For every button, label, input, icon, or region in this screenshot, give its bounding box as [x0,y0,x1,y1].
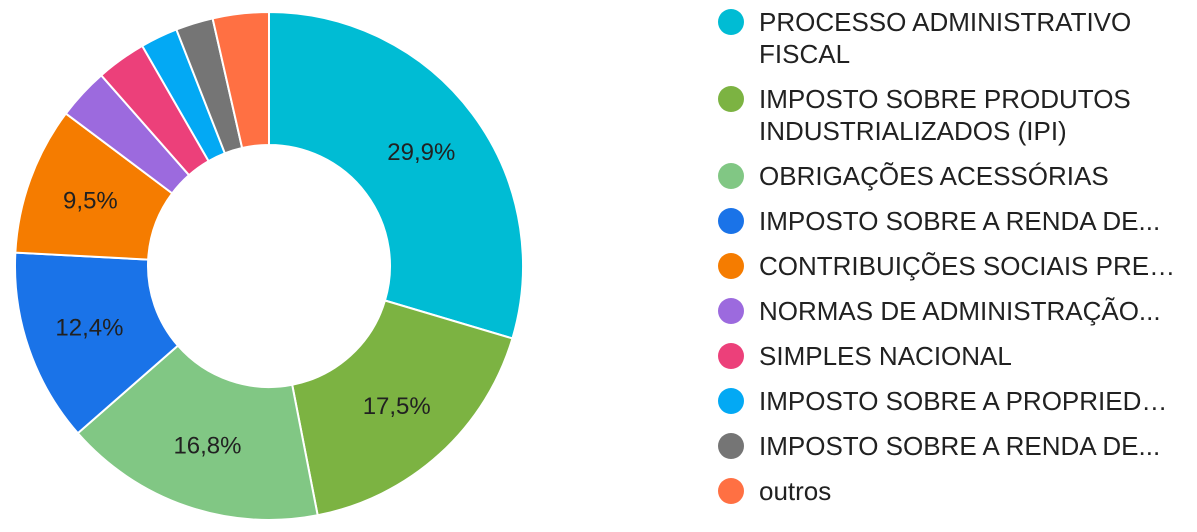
donut-chart: 29,9% 17,5% 16,8% 12,4% 9,5% [14,10,524,521]
legend-swatch-9 [718,478,744,504]
slice-value-label-0: 29,9% [387,139,455,166]
slice-value-label-4: 9,5% [63,188,118,215]
legend-item-1[interactable]: IMPOSTO SOBRE PRODUTOS INDUSTRIALIZADOS … [718,83,1188,147]
legend-item-2[interactable]: OBRIGAÇÕES ACESSÓRIAS [718,160,1188,192]
chart-legend: PROCESSO ADMINISTRATIVO FISCAL IMPOSTO SO… [718,6,1188,520]
legend-item-8[interactable]: IMPOSTO SOBRE A RENDA DE... [718,430,1188,462]
legend-swatch-6 [718,343,744,369]
legend-label-0: PROCESSO ADMINISTRATIVO FISCAL [759,7,1132,69]
legend-label-3: IMPOSTO SOBRE A RENDA DE... [759,206,1161,236]
legend-label-4: CONTRIBUIÇÕES SOCIAIS PREV... [759,251,1179,281]
legend-swatch-1 [718,86,744,112]
legend-label-7: IMPOSTO SOBRE A PROPRIEDA... [759,386,1179,416]
legend-label-9: outros [759,476,832,506]
legend-item-3[interactable]: IMPOSTO SOBRE A RENDA DE... [718,205,1188,237]
donut-slice-1[interactable] [291,299,514,517]
slice-value-label-3: 12,4% [55,315,123,342]
legend-swatch-4 [718,253,744,279]
slice-value-label-1: 17,5% [363,393,431,420]
legend-swatch-5 [718,298,744,324]
donut-slice-2[interactable] [76,344,319,521]
legend-swatch-8 [718,433,744,459]
donut-slice-0[interactable] [268,10,524,340]
legend-swatch-7 [718,388,744,414]
donut-slice-9[interactable] [211,10,270,150]
legend-swatch-2 [718,163,744,189]
legend-label-6: SIMPLES NACIONAL [759,341,1012,371]
legend-item-5[interactable]: NORMAS DE ADMINISTRAÇÃO... [718,295,1188,327]
legend-item-9[interactable]: outros [718,475,1188,507]
legend-item-0[interactable]: PROCESSO ADMINISTRATIVO FISCAL [718,6,1188,70]
slice-value-label-2: 16,8% [173,432,241,459]
legend-swatch-3 [718,208,744,234]
legend-swatch-0 [718,9,744,35]
legend-label-2: OBRIGAÇÕES ACESSÓRIAS [759,161,1109,191]
donut-chart-area: 29,9% 17,5% 16,8% 12,4% 9,5% [0,0,560,532]
legend-item-6[interactable]: SIMPLES NACIONAL [718,340,1188,372]
legend-item-4[interactable]: CONTRIBUIÇÕES SOCIAIS PREV... [718,250,1188,282]
legend-label-1: IMPOSTO SOBRE PRODUTOS INDUSTRIALIZADOS … [759,84,1131,146]
legend-item-7[interactable]: IMPOSTO SOBRE A PROPRIEDA... [718,385,1188,417]
legend-label-8: IMPOSTO SOBRE A RENDA DE... [759,431,1161,461]
legend-label-5: NORMAS DE ADMINISTRAÇÃO... [759,296,1161,326]
